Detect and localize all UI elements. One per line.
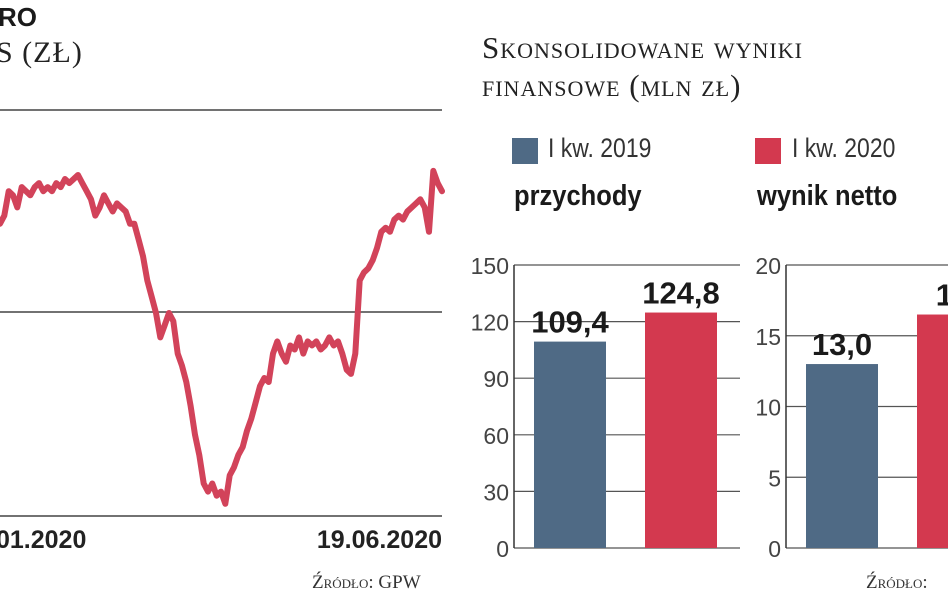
results-title-line1: Skonsolidowane wyniki bbox=[482, 30, 803, 65]
net-income-y-tick-label: 0 bbox=[768, 536, 781, 562]
net-income-y-tick-label: 15 bbox=[755, 324, 781, 350]
stock-chart-subtitle: S (ZŁ) bbox=[0, 36, 83, 69]
stock-chart-title: RO bbox=[0, 2, 37, 32]
net-income-value-label-1: 13,0 bbox=[812, 327, 872, 362]
revenue-bar-1 bbox=[534, 341, 606, 548]
revenue-y-tick-label: 90 bbox=[483, 366, 509, 392]
net-income-y-tick-label: 5 bbox=[768, 465, 781, 491]
net-income-y-tick-label: 10 bbox=[755, 395, 781, 421]
stock-price-line bbox=[0, 167, 445, 507]
revenue-y-tick-label: 60 bbox=[483, 423, 509, 449]
net-income-y-tick-label: 20 bbox=[755, 253, 781, 279]
net-income-bar-1 bbox=[806, 364, 878, 548]
legend-swatch-2019 bbox=[512, 138, 538, 164]
revenue-value-label-1: 109,4 bbox=[531, 305, 609, 340]
revenue-value-label-2: 124,8 bbox=[642, 276, 720, 311]
stock-source-note: Źródło: GPW bbox=[312, 572, 421, 593]
revenue-y-tick-label: 120 bbox=[471, 310, 509, 336]
results-title-line2: finansowe (mln zł) bbox=[482, 68, 742, 103]
legend-label-2019: I kw. 2019 bbox=[548, 133, 652, 163]
x-tick-label-start: 01.2020 bbox=[0, 526, 86, 554]
revenue-bar-2 bbox=[645, 312, 717, 548]
legend-label-2020: I kw. 2020 bbox=[792, 133, 896, 163]
x-tick-label-end: 19.06.2020 bbox=[317, 526, 442, 554]
revenue-y-tick-label: 30 bbox=[483, 479, 509, 505]
net-income-bar-2 bbox=[917, 314, 948, 548]
results-source-note: Źródło: bbox=[866, 572, 928, 593]
panel-title-net-income: wynik netto bbox=[757, 180, 898, 212]
legend-swatch-2020 bbox=[755, 138, 781, 164]
revenue-y-tick-label: 0 bbox=[496, 536, 509, 562]
revenue-y-tick-label: 150 bbox=[471, 253, 509, 279]
stock-chart: 01.2020 19.06.2020 bbox=[0, 109, 445, 554]
panel-title-revenue: przychody bbox=[514, 180, 642, 212]
net-income-value-label-2: 16 bbox=[936, 278, 948, 313]
